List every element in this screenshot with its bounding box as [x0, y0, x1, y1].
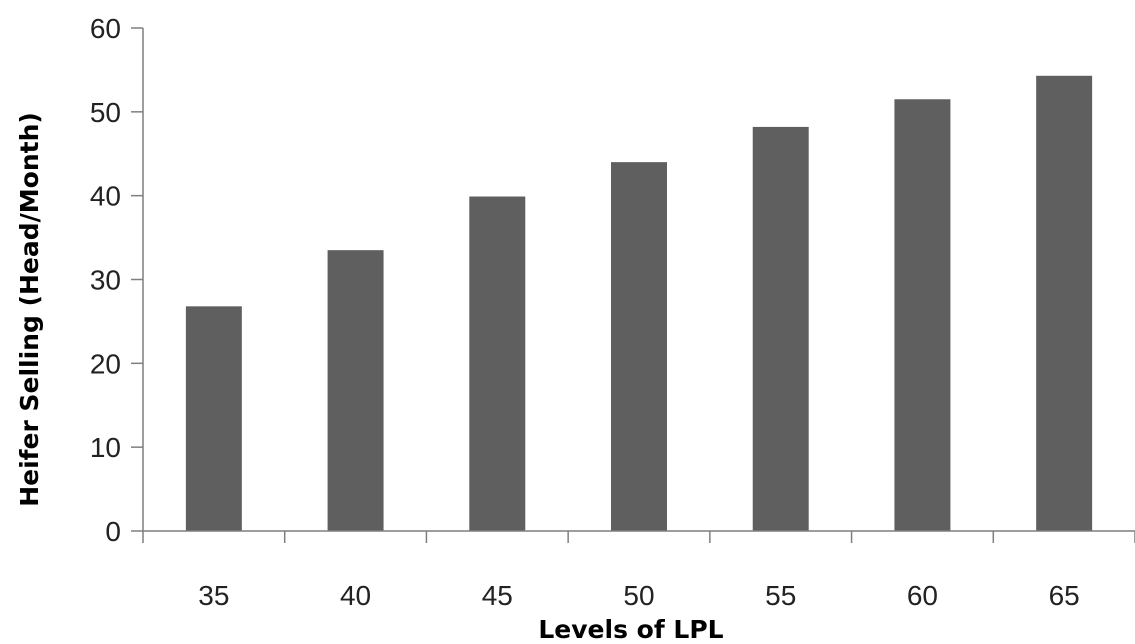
- y-tick-label: 0: [105, 516, 121, 547]
- y-tick-label: 60: [90, 13, 121, 44]
- x-tick-label: 35: [198, 580, 229, 611]
- y-ticks: 0 10 20 30 40 50 60: [90, 13, 143, 547]
- x-ticks: 35 40 45 50 55 60 65: [142, 531, 1135, 611]
- x-axis-title: Levels of LPL: [538, 615, 723, 644]
- bar-55: [752, 126, 809, 531]
- bar-60: [894, 99, 951, 531]
- x-tick-label: 45: [482, 580, 513, 611]
- y-tick-label: 10: [90, 432, 121, 463]
- bar-40: [327, 250, 384, 532]
- x-tick-label: 60: [907, 580, 938, 611]
- x-tick-label: 65: [1049, 580, 1080, 611]
- y-tick-label: 20: [90, 348, 121, 379]
- bars-layer: [185, 75, 1093, 532]
- x-tick-label: 55: [765, 580, 796, 611]
- x-tick-label: 40: [340, 580, 371, 611]
- bar-50: [611, 162, 667, 531]
- y-tick-label: 50: [90, 97, 121, 128]
- x-tick-label: 50: [623, 580, 654, 611]
- y-tick-label: 30: [90, 265, 121, 296]
- bar-35: [185, 306, 242, 531]
- bar-65: [1036, 75, 1093, 531]
- bar-45: [469, 196, 526, 531]
- y-axis-title: Heifer Selling (Head/Month): [15, 112, 44, 507]
- y-tick-label: 40: [90, 181, 121, 212]
